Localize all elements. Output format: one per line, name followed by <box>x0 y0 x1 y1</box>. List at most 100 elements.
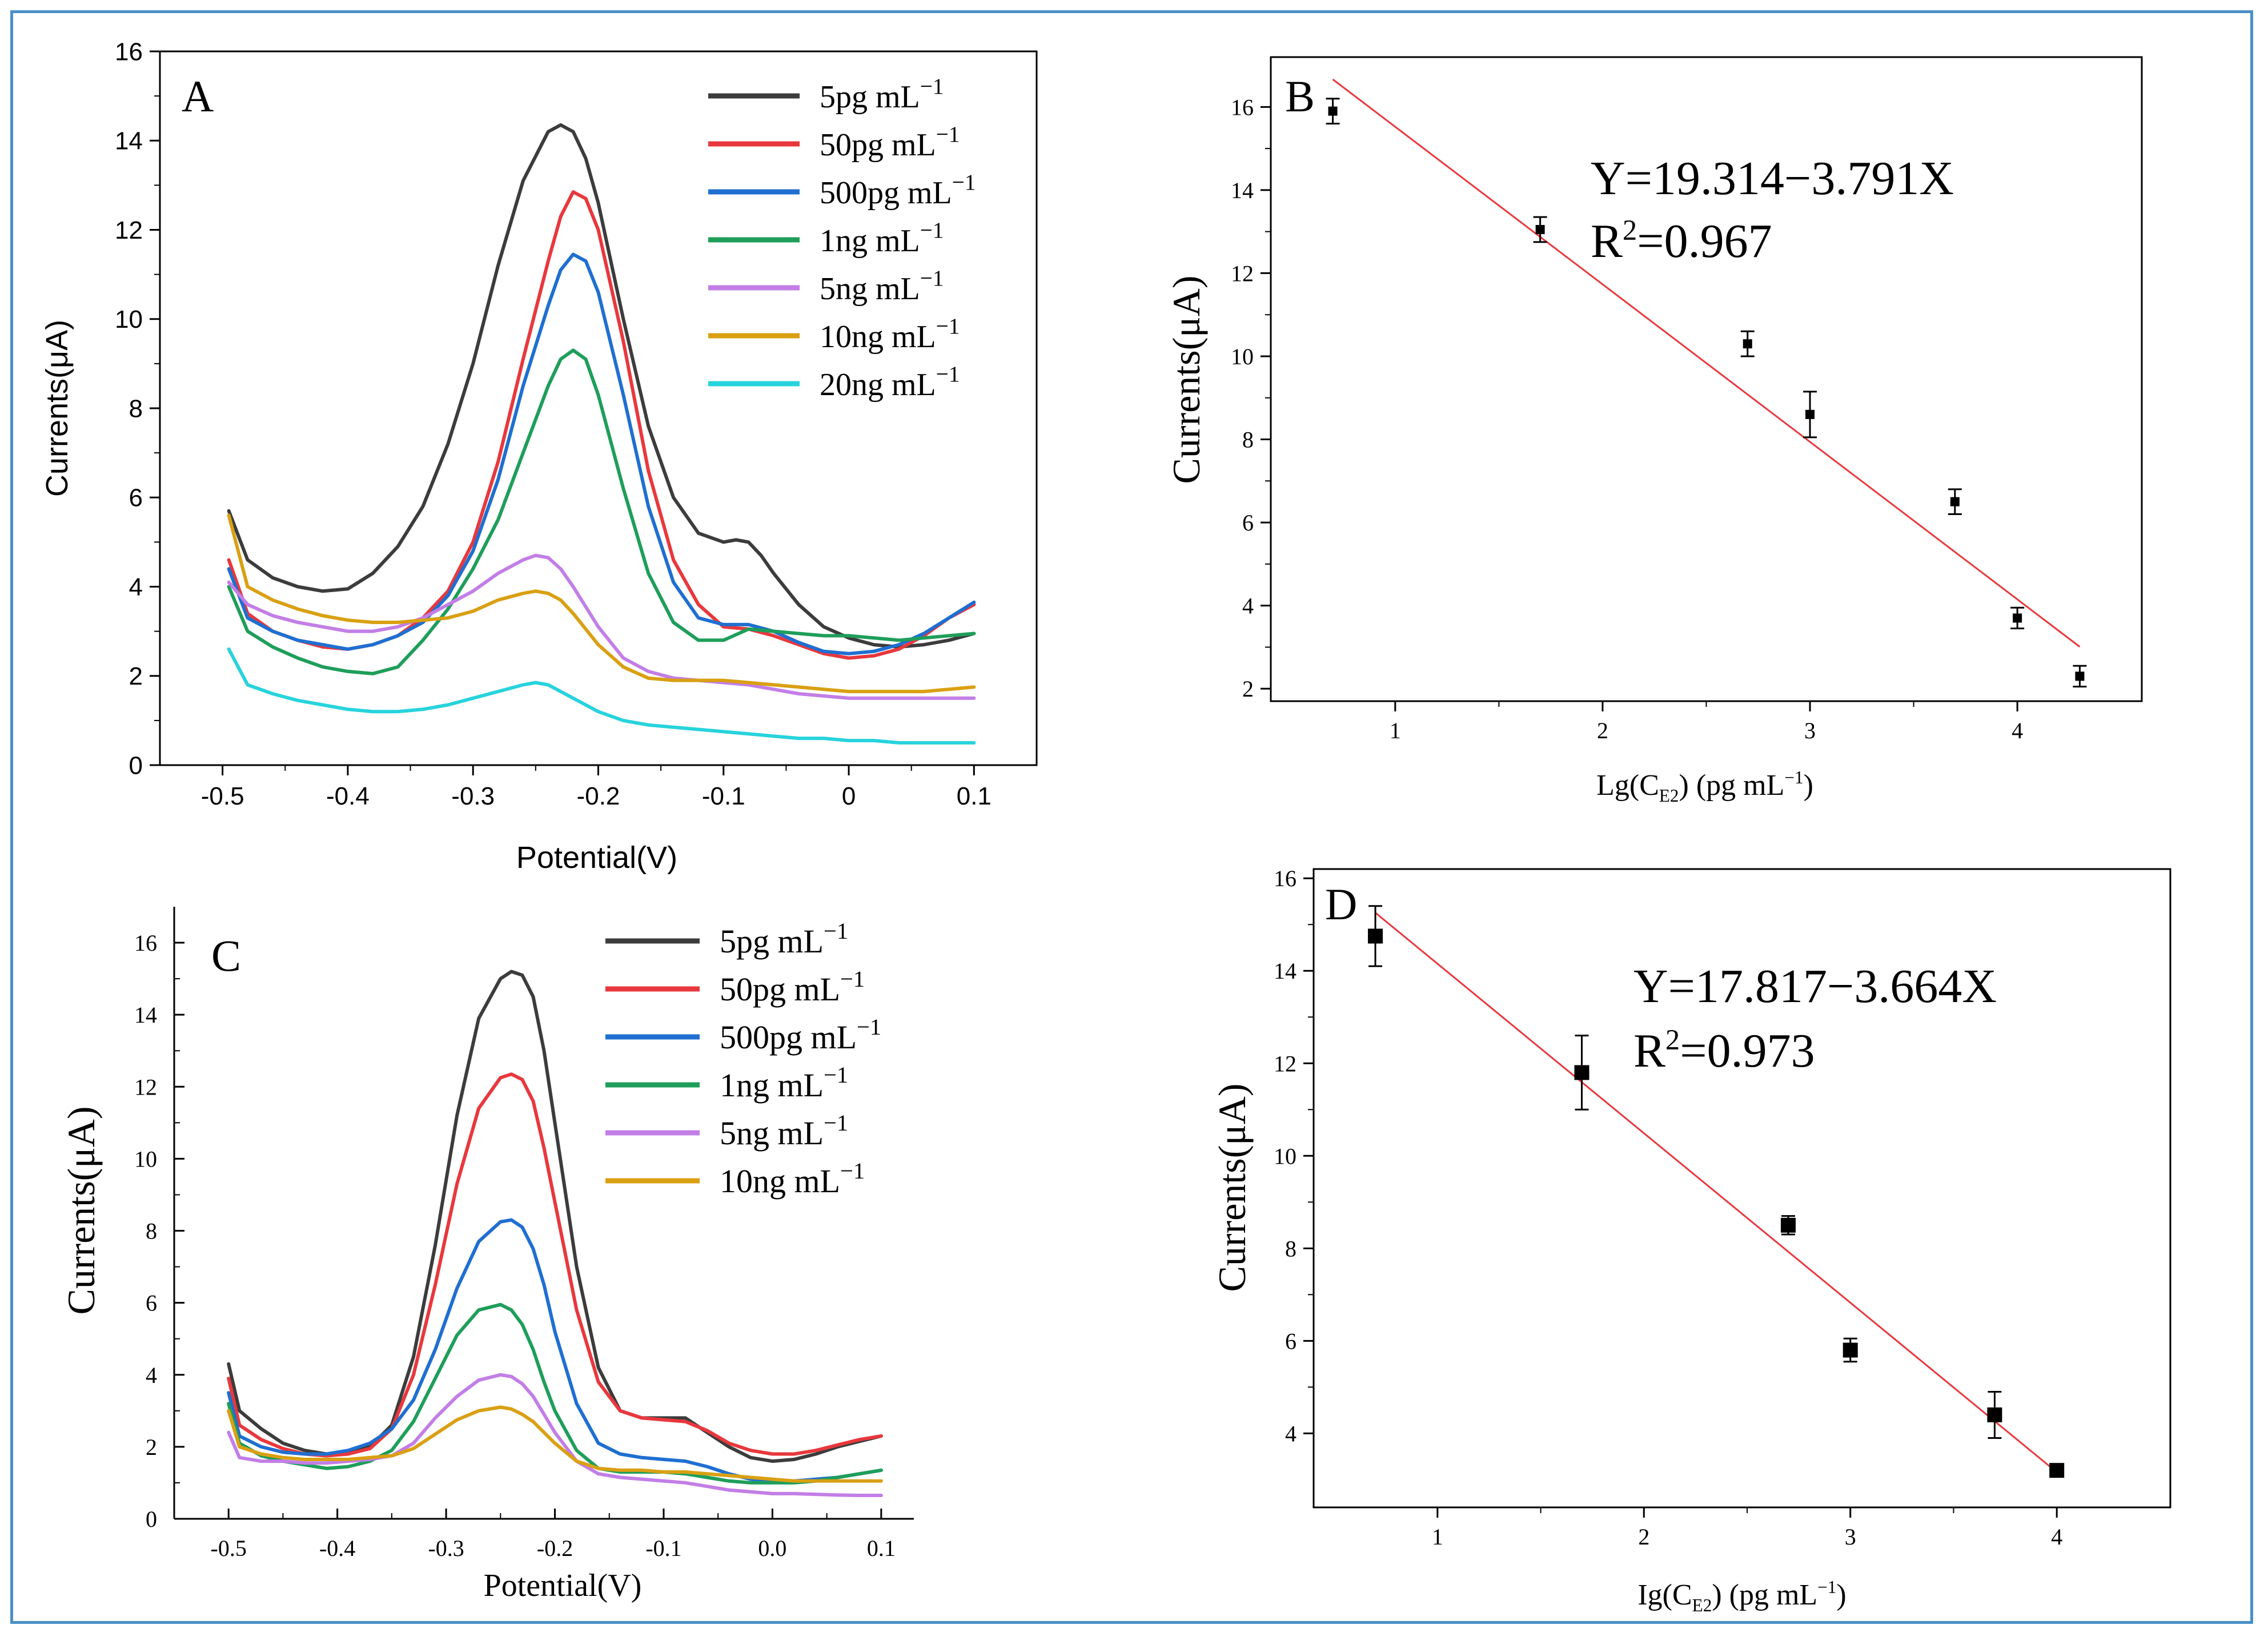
data-point-2 <box>1533 216 1547 243</box>
x-axis-label-end: ) <box>1836 1579 1846 1611</box>
legend-label-1: 5pg mL−1 <box>720 918 848 960</box>
x-tick-label: 0 <box>842 782 856 810</box>
x-tick-label: -0.1 <box>702 782 745 810</box>
y-tick-label: 14 <box>134 1002 157 1028</box>
x-tick-label: 0.1 <box>867 1535 896 1561</box>
x-tick-label: 4 <box>2012 718 2023 743</box>
x-axis-label-text: Lg(C <box>1596 769 1659 802</box>
x-tick-label: -0.3 <box>451 782 495 810</box>
data-point-4 <box>1803 391 1817 439</box>
series-line-4 <box>227 348 976 675</box>
plot-frame <box>1312 868 2171 1509</box>
panel-a: -0.5 -0.4 -0.3 -0.2 -0.1 0 0.1 0 2 4 6 8 10 12 14 16 Pot… <box>40 38 1038 875</box>
x-axis-label-text: Potential(V) <box>484 1568 642 1603</box>
y-tick-label: 2 <box>146 1434 157 1460</box>
x-axis-label-tail: ) (pg mL <box>1712 1579 1817 1611</box>
series-line-6 <box>227 1405 883 1483</box>
x-axis-label-sub: E2 <box>1659 786 1679 806</box>
marker <box>1328 106 1338 116</box>
series-line-5 <box>227 553 976 700</box>
marker <box>1743 339 1752 349</box>
y-tick-label: 16 <box>134 930 157 956</box>
x-axis-label-sup: −1 <box>1817 1577 1836 1597</box>
legend-label-4: 1ng mL−1 <box>720 1062 848 1104</box>
marker <box>1574 1065 1589 1080</box>
x-axis-label: Potential(V) <box>516 840 677 875</box>
legend-sup: −1 <box>840 966 865 992</box>
series-line-4 <box>227 1302 883 1485</box>
legend-text: 500pg mL <box>720 1019 857 1056</box>
legend-label-4: 1ng mL−1 <box>820 218 944 259</box>
y-axis-label: Currents(μA) <box>1165 275 1208 484</box>
y-tick-label: 12 <box>115 216 143 244</box>
y-tick-label: 0 <box>146 1506 157 1532</box>
legend-text: 10ng mL <box>720 1163 840 1200</box>
r-squared-prefix: R <box>1633 1024 1665 1077</box>
panel-label: A <box>182 71 214 121</box>
r-squared-value: =0.967 <box>1637 215 1772 268</box>
series-group <box>227 970 883 1497</box>
data-point-1 <box>1326 98 1340 124</box>
y-tick-label: 8 <box>129 395 143 423</box>
x-tick-label: 0.1 <box>957 782 992 810</box>
series-line-2 <box>227 1072 883 1458</box>
y-tick-label: 4 <box>1285 1421 1296 1446</box>
x-axis-label-end: ) <box>1804 769 1813 802</box>
data-point-6 <box>2010 606 2025 630</box>
legend-text: 1ng mL <box>820 223 920 259</box>
panel-label: D <box>1325 879 1357 929</box>
legend-label-1: 5pg mL−1 <box>820 74 944 115</box>
legend-text: 50pg mL <box>720 971 840 1008</box>
x-tick-label: 0.0 <box>758 1535 786 1561</box>
y-tick-label: 8 <box>1285 1236 1296 1261</box>
x-axis-label: Lg(CE2) (pg mL−1) <box>1596 767 1813 806</box>
x-tick-label: -0.5 <box>211 1535 247 1561</box>
data-point-6 <box>2049 1463 2065 1478</box>
legend-sup: −1 <box>824 1062 848 1088</box>
legend-label-6: 10ng mL−1 <box>820 314 960 355</box>
legend-sup: −1 <box>952 170 976 195</box>
legend-sup: −1 <box>857 1014 881 1040</box>
x-tick-label: 4 <box>2051 1524 2062 1550</box>
r-squared-sup: 2 <box>1623 214 1637 246</box>
y-tick-label: 6 <box>146 1290 157 1316</box>
marker <box>2049 1463 2065 1478</box>
data-point-1 <box>1368 905 1383 967</box>
legend-text: 50pg mL <box>820 127 936 163</box>
x-tick-label: -0.1 <box>645 1535 681 1561</box>
fit-line <box>1375 912 2058 1473</box>
legend-sup: −1 <box>936 314 960 339</box>
series-group <box>227 123 976 745</box>
marker <box>1535 225 1545 235</box>
legend-text: 1ng mL <box>720 1067 824 1104</box>
legend-label-3: 500pg mL−1 <box>820 170 976 211</box>
marker <box>1987 1407 2002 1422</box>
legend-sup: −1 <box>920 218 944 243</box>
y-tick-label: 6 <box>1285 1328 1296 1354</box>
figure-border <box>10 10 2253 1624</box>
x-axis-label: Potential(V) <box>484 1568 642 1603</box>
x-tick-label: 1 <box>1432 1524 1443 1550</box>
x-tick-label: -0.5 <box>201 782 244 810</box>
y-axis-label: Currents(μA) <box>59 1106 103 1314</box>
series-line-5 <box>227 1373 883 1497</box>
marker <box>1805 409 1815 419</box>
y-tick-label: 2 <box>129 662 143 690</box>
legend-text: 5pg mL <box>820 79 920 115</box>
x-tick-label: 3 <box>1845 1524 1856 1550</box>
series-line-6 <box>227 513 976 694</box>
y-tick-label: 12 <box>134 1074 157 1100</box>
r-squared: R2=0.967 <box>1591 214 1772 268</box>
series-line-7 <box>227 647 976 745</box>
x-tick-label: 3 <box>1804 718 1816 743</box>
x-tick-label: -0.2 <box>577 782 620 810</box>
marker <box>1368 928 1383 944</box>
legend-text: 5ng mL <box>720 1115 824 1152</box>
marker <box>1780 1217 1796 1233</box>
legend-label-2: 50pg mL−1 <box>720 966 865 1008</box>
series-line-3 <box>227 1218 883 1483</box>
legend-sup: −1 <box>824 1110 848 1136</box>
